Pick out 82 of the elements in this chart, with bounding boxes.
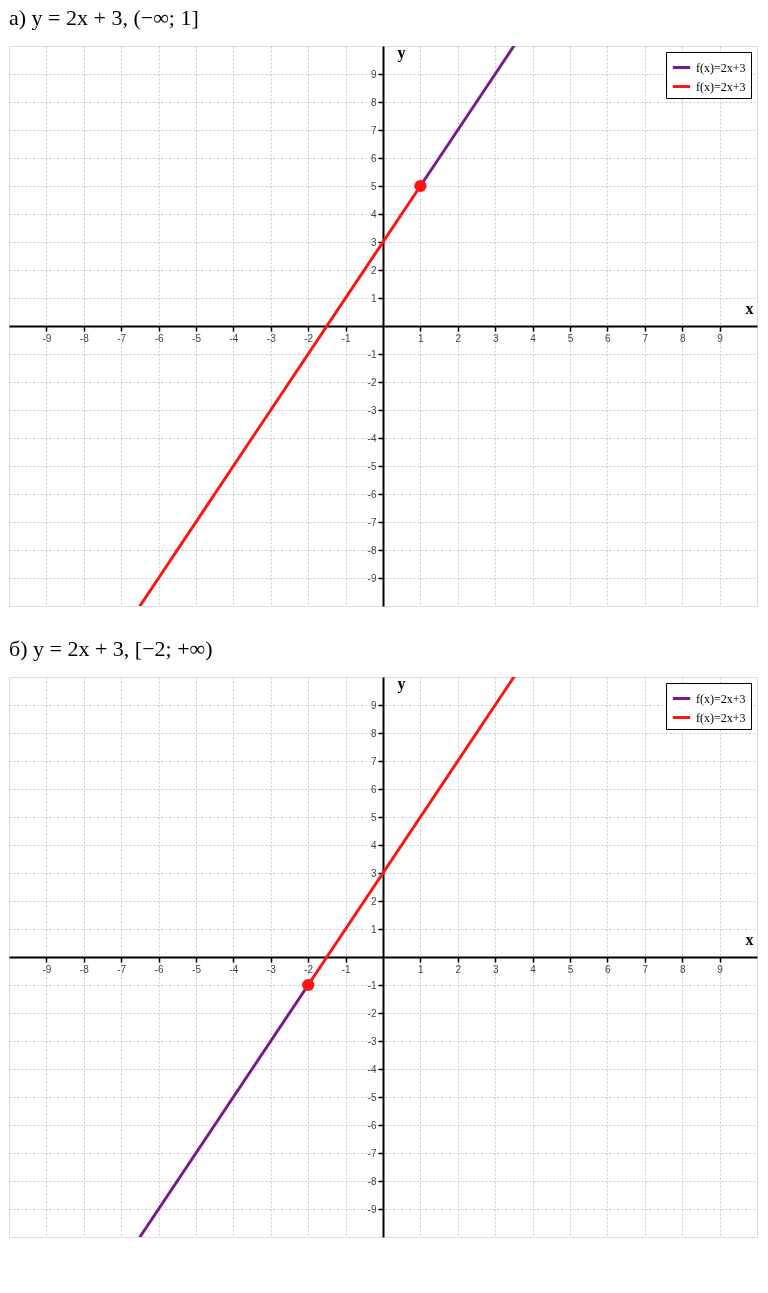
y-tick-label: -2: [367, 1007, 377, 1019]
x-tick-label: 4: [530, 963, 537, 975]
y-tick-label: 8: [370, 727, 377, 739]
x-tick-label: 9: [717, 963, 724, 975]
y-tick-label: 4: [370, 208, 377, 220]
x-tick-label: 3: [492, 963, 499, 975]
x-tick-label: -7: [117, 963, 127, 975]
x-tick-label: 2: [455, 963, 462, 975]
y-tick-label: -6: [367, 1119, 377, 1131]
x-tick-label: -1: [341, 332, 351, 344]
x-tick-label: -6: [154, 332, 164, 344]
legend-label: f(x)=2x+3: [696, 79, 746, 94]
x-tick-label: 6: [605, 332, 612, 344]
y-tick-label: -4: [367, 1063, 377, 1075]
x-tick-label: -2: [304, 963, 314, 975]
x-tick-label: -9: [42, 963, 52, 975]
y-tick-label: -5: [367, 1091, 377, 1103]
y-tick-label: -6: [367, 488, 377, 500]
y-tick-label: -7: [367, 1147, 377, 1159]
y-tick-label: 5: [370, 811, 377, 823]
y-tick-label: 6: [370, 783, 377, 795]
y-tick-label: 3: [370, 867, 377, 879]
legend-label: f(x)=2x+3: [696, 60, 746, 75]
y-tick-label: 6: [370, 152, 377, 164]
x-axis-title: x: [745, 930, 754, 948]
x-tick-label: -7: [117, 332, 127, 344]
x-tick-label: 4: [530, 332, 537, 344]
legend-label: f(x)=2x+3: [696, 710, 746, 725]
chart-title: б) y = 2x + 3, [−2; +∞): [9, 636, 213, 661]
x-tick-label: 7: [642, 963, 649, 975]
y-tick-label: 4: [370, 839, 377, 851]
x-tick-label: -1: [341, 963, 351, 975]
x-tick-label: -5: [192, 963, 202, 975]
y-tick-label: -8: [367, 544, 377, 556]
y-tick-label: 9: [370, 68, 377, 80]
x-tick-label: -4: [229, 332, 239, 344]
y-tick-label: 7: [370, 755, 377, 767]
y-tick-label: 1: [370, 292, 377, 304]
y-tick-label: 5: [370, 180, 377, 192]
y-axis-title: y: [397, 674, 406, 693]
chart-title: а) y = 2x + 3, (−∞; 1]: [9, 5, 199, 30]
x-axis-title: x: [745, 299, 754, 317]
y-tick-label: -8: [367, 1175, 377, 1187]
y-tick-label: 1: [370, 923, 377, 935]
x-tick-label: 3: [492, 332, 499, 344]
y-tick-label: 7: [370, 124, 377, 136]
x-tick-label: -2: [304, 332, 314, 344]
y-tick-label: -3: [367, 404, 377, 416]
x-tick-label: -6: [154, 963, 164, 975]
x-tick-label: -8: [79, 332, 90, 344]
x-tick-label: -8: [79, 963, 90, 975]
x-tick-label: 2: [455, 332, 462, 344]
x-tick-label: 6: [605, 963, 612, 975]
y-tick-label: -9: [367, 572, 377, 584]
x-tick-label: -3: [266, 332, 277, 344]
y-tick-label: 9: [370, 699, 377, 711]
y-tick-label: -4: [367, 432, 377, 444]
x-tick-label: 8: [679, 332, 686, 344]
y-tick-label: 2: [370, 895, 377, 907]
y-tick-label: -5: [367, 460, 377, 472]
x-tick-label: 7: [642, 332, 649, 344]
x-tick-label: 1: [418, 332, 425, 344]
y-tick-label: -9: [367, 1203, 377, 1215]
y-tick-label: 3: [370, 236, 377, 248]
x-tick-label: -4: [229, 963, 239, 975]
x-tick-label: 5: [567, 963, 574, 975]
x-tick-label: 8: [679, 963, 686, 975]
x-tick-label: 9: [717, 332, 724, 344]
x-tick-label: -3: [266, 963, 277, 975]
y-tick-label: -2: [367, 376, 377, 388]
x-tick-label: -9: [42, 332, 52, 344]
y-tick-label: -1: [367, 348, 377, 360]
y-tick-label: -1: [367, 979, 377, 991]
legend-label: f(x)=2x+3: [696, 691, 746, 706]
y-tick-label: -3: [367, 1035, 377, 1047]
x-tick-label: -5: [192, 332, 202, 344]
y-tick-label: -7: [367, 516, 377, 528]
y-tick-label: 2: [370, 264, 377, 276]
x-tick-label: 5: [567, 332, 574, 344]
x-tick-label: 1: [418, 963, 425, 975]
y-tick-label: 8: [370, 96, 377, 108]
y-axis-title: y: [397, 43, 406, 62]
